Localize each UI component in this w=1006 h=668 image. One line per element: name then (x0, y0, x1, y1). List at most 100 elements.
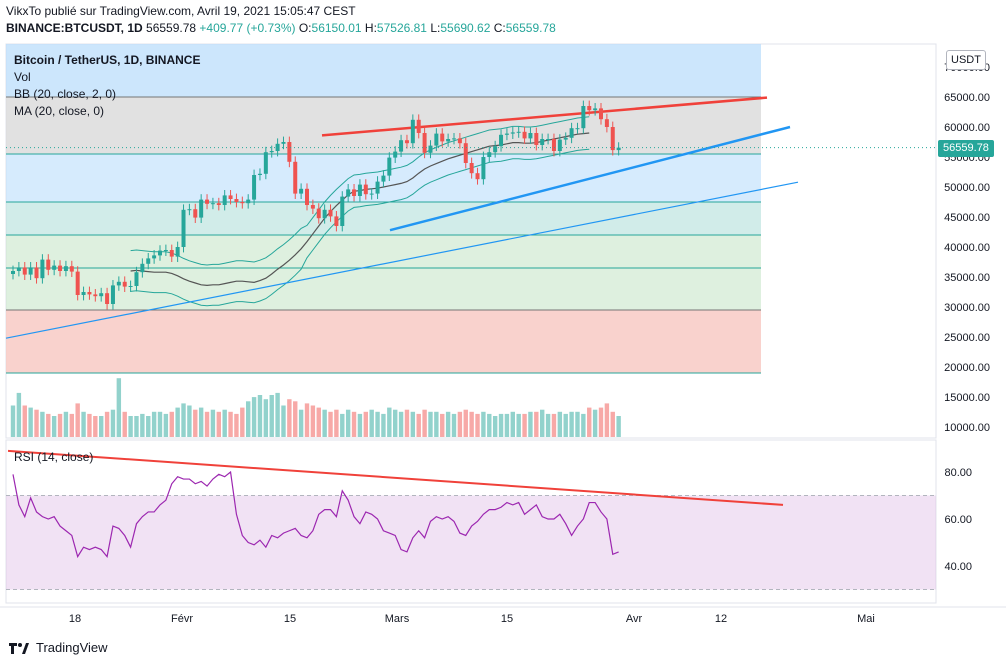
volume-bar (457, 411, 463, 437)
volume-bar (498, 413, 504, 437)
close-label: C: (493, 21, 506, 35)
candle-body (422, 133, 427, 153)
rsi-band (6, 495, 936, 590)
candle-body (169, 250, 174, 257)
candle-body (475, 173, 480, 180)
candle-body (357, 184, 362, 196)
candle-body (557, 139, 562, 151)
high-label: H: (364, 21, 377, 35)
candle-body (75, 271, 80, 295)
volume-bar (175, 407, 180, 437)
price-axis-label: 30000.00 (944, 302, 990, 314)
candle-body (469, 163, 474, 174)
candle-body (493, 146, 498, 153)
candle-body (310, 205, 315, 209)
footer-brand[interactable]: TradingView (8, 640, 108, 655)
volume-bar (445, 411, 451, 437)
candle-body (263, 152, 268, 174)
candle-body (63, 266, 68, 271)
close-value: 56559.78 (505, 21, 556, 35)
open-label: O: (298, 21, 312, 35)
candle-body (210, 203, 215, 205)
candle-body (563, 137, 568, 140)
author-text: VikxTo publié sur TradingView.com, Avril… (6, 4, 356, 18)
candle-body (140, 263, 145, 273)
volume-bar (545, 413, 551, 437)
candle-body (481, 157, 486, 180)
candle-body (410, 119, 415, 144)
volume-bar (93, 416, 98, 437)
candle-body (269, 151, 274, 153)
price-axis-label: 45000.00 (944, 212, 990, 224)
candle-body (69, 266, 74, 272)
zone-top-blue (6, 44, 761, 97)
open-value: 56150.01 (311, 21, 362, 35)
candle-body (434, 133, 439, 146)
volume-bar (134, 416, 139, 437)
time-axis-label: 15 (501, 613, 513, 625)
candle-body (575, 128, 580, 130)
candle-body (93, 294, 98, 297)
volume-bar (557, 411, 563, 437)
candle-body (128, 286, 133, 287)
candle-body (457, 138, 462, 144)
volume-bar (257, 395, 263, 437)
volume-bar (404, 409, 410, 437)
rsi-line (12, 470, 619, 559)
volume-bar (581, 413, 586, 437)
volume-bar (163, 413, 169, 437)
volume-bar (616, 416, 621, 437)
currency-button[interactable]: USDT (946, 50, 986, 70)
volume-bar (40, 411, 45, 437)
candle-body (599, 108, 603, 120)
volume-bar (463, 409, 468, 437)
candle-body (22, 267, 27, 275)
time-axis-label: 15 (284, 613, 296, 625)
volume-bar (434, 411, 439, 437)
candle-body (551, 139, 556, 151)
volume-bar (63, 411, 69, 437)
volume-bar (99, 416, 104, 437)
footer-brand-text: TradingView (36, 640, 108, 655)
volume-bar (492, 416, 498, 437)
candle-body (246, 199, 251, 204)
rsi-axis-label: 80.00 (944, 467, 972, 479)
candle-body (287, 142, 292, 162)
volume-bar (193, 409, 198, 437)
candle-body (522, 131, 527, 139)
candle-body (222, 195, 227, 205)
candle-body (604, 119, 609, 127)
symbol-name: BINANCE:BTCUSDT, 1D (6, 21, 143, 35)
volume-bar (275, 392, 280, 437)
volume-bar (393, 409, 398, 437)
candle-body (540, 139, 545, 145)
candle-body (334, 216, 339, 226)
candle-body (346, 189, 351, 197)
volume-bar (381, 413, 386, 437)
volume-bar (510, 411, 515, 437)
volume-bar (104, 411, 110, 437)
volume-bar (310, 405, 316, 437)
rsi-trendline (7, 449, 784, 506)
volume-bar (487, 413, 492, 437)
volume-bar (240, 407, 245, 437)
price-axis-label: 10000.00 (944, 422, 990, 434)
candle-body (28, 267, 33, 275)
support-trendline (5, 181, 799, 339)
candle-body (175, 247, 180, 257)
candle-body (510, 132, 515, 134)
low-value: 55690.62 (440, 21, 491, 35)
volume-bar (210, 409, 216, 437)
bb-lower-band (130, 148, 590, 307)
volume-bar (416, 413, 421, 437)
author-line: VikxTo publié sur TradingView.com, Avril… (6, 4, 356, 19)
candle-body (534, 133, 539, 145)
volume-bar (604, 403, 610, 437)
zone-grey (6, 97, 761, 154)
candle-body (375, 181, 380, 194)
volume-bar (198, 407, 204, 437)
volume-bar (322, 409, 327, 437)
candle-body (52, 265, 57, 270)
candle-body (369, 193, 374, 195)
